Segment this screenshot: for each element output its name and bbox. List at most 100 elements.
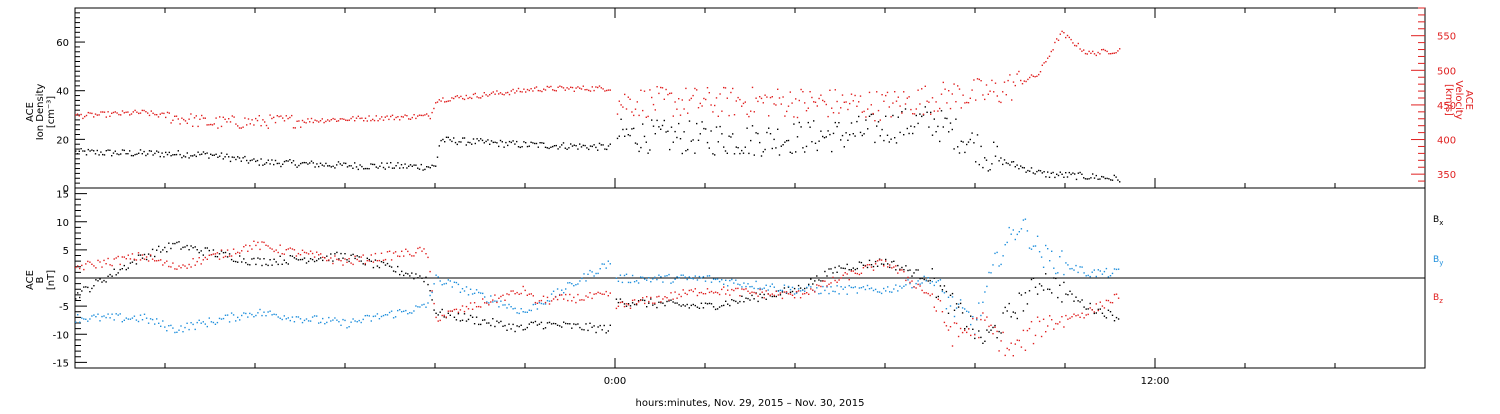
field-point-by xyxy=(1095,275,1097,278)
field-point-bx xyxy=(356,255,358,257)
density-point xyxy=(850,122,853,124)
field-point-by xyxy=(127,318,129,320)
density-point xyxy=(316,163,318,165)
field-point-bz xyxy=(755,292,757,295)
velocity-point xyxy=(926,100,928,102)
density-point xyxy=(868,115,871,117)
field-point-bx xyxy=(518,325,520,328)
density-point xyxy=(1012,161,1015,163)
field-point-bz xyxy=(749,292,751,294)
field-point-by xyxy=(747,283,749,285)
field-point-bx xyxy=(834,266,836,269)
field-point-by xyxy=(285,318,287,320)
density-point xyxy=(408,165,410,167)
field-point-by xyxy=(702,276,705,278)
density-point xyxy=(244,155,246,158)
velocity-point xyxy=(814,101,817,103)
velocity-point xyxy=(456,95,458,97)
density-point xyxy=(141,153,143,155)
field-point-bx xyxy=(77,292,79,294)
field-point-bx xyxy=(471,316,474,318)
field-point-by xyxy=(168,325,170,327)
field-point-bz xyxy=(360,256,362,258)
density-point xyxy=(483,142,485,144)
density-point xyxy=(589,145,592,147)
field-point-by xyxy=(605,267,607,269)
velocity-point xyxy=(859,95,862,97)
field-point-bz xyxy=(1091,309,1093,311)
density-point xyxy=(354,162,356,164)
velocity-point xyxy=(271,117,273,120)
density-point xyxy=(170,155,172,157)
field-point-by xyxy=(1117,268,1120,270)
velocity-point xyxy=(591,86,593,88)
density-point xyxy=(507,144,509,147)
field-point-bx xyxy=(656,306,658,309)
velocity-point xyxy=(787,105,790,107)
velocity-point xyxy=(123,112,125,114)
field-point-bz xyxy=(449,310,451,312)
velocity-point xyxy=(786,110,788,113)
density-point xyxy=(969,138,971,141)
field-point-by xyxy=(696,279,699,281)
field-point-by xyxy=(457,283,460,286)
density-point xyxy=(703,127,705,130)
velocity-point xyxy=(741,105,743,107)
field-point-by xyxy=(1004,244,1006,246)
density-point xyxy=(1043,171,1045,173)
density-point xyxy=(318,165,320,168)
density-point xyxy=(161,152,163,154)
field-point-bz xyxy=(733,289,735,292)
density-point xyxy=(568,147,570,149)
velocity-point xyxy=(1079,48,1081,50)
field-point-bz xyxy=(1004,354,1006,357)
velocity-point xyxy=(337,120,340,122)
field-point-bz xyxy=(968,328,970,330)
density-point xyxy=(588,148,590,151)
velocity-point xyxy=(604,90,606,92)
field-point-bz xyxy=(465,305,468,308)
field-point-by xyxy=(631,274,634,277)
field-point-bx xyxy=(245,262,247,264)
density-point xyxy=(793,123,795,125)
field-point-by xyxy=(923,275,925,278)
field-point-by xyxy=(309,320,312,322)
density-point xyxy=(370,163,372,165)
density-point xyxy=(165,151,167,154)
field-point-bx xyxy=(587,329,589,332)
field-point-bz xyxy=(721,288,723,291)
density-point xyxy=(496,142,498,144)
density-point xyxy=(364,167,367,170)
field-point-by xyxy=(579,280,581,282)
density-point xyxy=(1106,177,1108,180)
field-point-bx xyxy=(986,329,988,331)
density-point xyxy=(192,155,194,157)
field-point-bx xyxy=(648,302,650,304)
velocity-point xyxy=(697,107,700,109)
velocity-point xyxy=(760,97,763,100)
field-point-bz xyxy=(520,292,522,295)
density-point xyxy=(1009,164,1011,166)
velocity-point xyxy=(382,119,385,121)
field-point-bz xyxy=(828,283,830,285)
field-point-bz xyxy=(664,296,666,298)
velocity-point xyxy=(1034,76,1036,78)
field-point-by xyxy=(526,311,528,313)
velocity-point xyxy=(375,115,377,117)
field-point-by xyxy=(1089,275,1091,278)
density-point xyxy=(251,159,253,161)
field-point-bx xyxy=(397,265,399,268)
field-point-bz xyxy=(820,285,822,288)
field-point-by xyxy=(202,321,204,323)
field-point-by xyxy=(145,317,148,319)
field-point-bz xyxy=(182,264,184,266)
velocity-point xyxy=(525,91,527,93)
field-point-bx xyxy=(1040,285,1043,287)
field-point-bx xyxy=(556,324,559,326)
field-point-bx xyxy=(563,321,565,323)
density-point xyxy=(512,140,514,142)
velocity-point xyxy=(357,115,359,117)
density-point xyxy=(415,164,417,166)
field-point-bz xyxy=(235,252,237,255)
field-point-bx xyxy=(336,251,338,254)
